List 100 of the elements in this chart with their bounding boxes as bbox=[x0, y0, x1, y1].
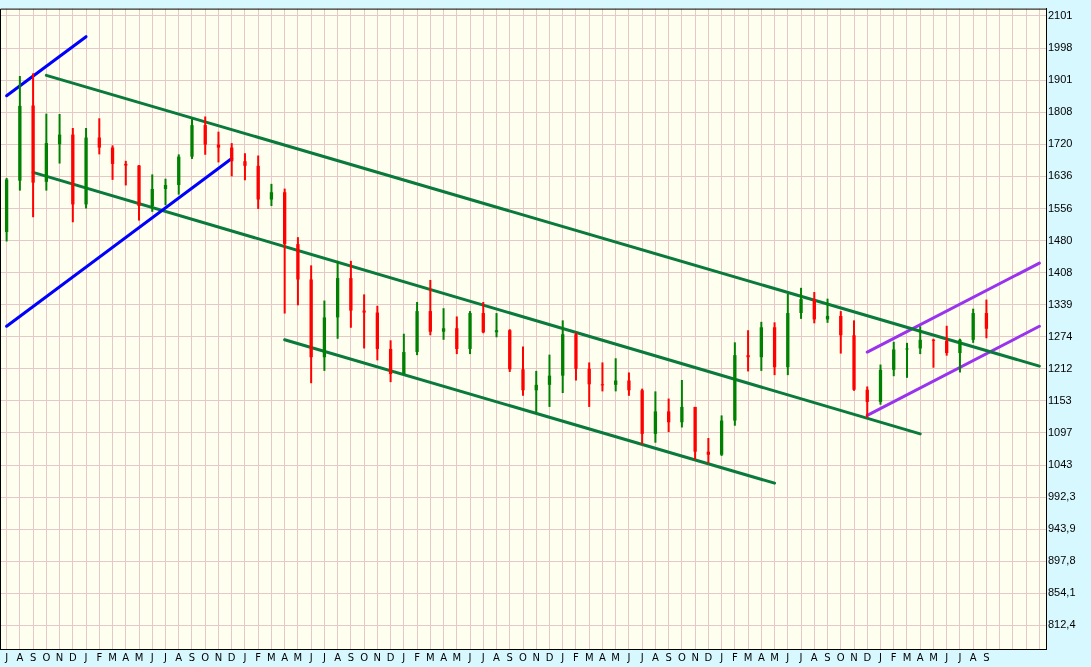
y-tick-label: 1212 bbox=[1048, 361, 1073, 374]
x-tick-label: O bbox=[360, 651, 369, 663]
candlestick bbox=[746, 329, 750, 373]
candlestick bbox=[905, 341, 909, 379]
x-tick-label: J bbox=[878, 651, 882, 663]
y-tick-label: 1480 bbox=[1048, 233, 1073, 246]
candlestick bbox=[547, 353, 552, 408]
candlestick bbox=[455, 315, 459, 356]
y-tick-label: 943,9 bbox=[1048, 522, 1076, 535]
x-tick-label: S bbox=[824, 651, 831, 663]
x-tick-label: N bbox=[532, 651, 540, 663]
x-tick-label: F bbox=[414, 651, 421, 663]
candlestick bbox=[441, 307, 446, 341]
x-tick-label: A bbox=[175, 651, 183, 663]
y-tick-label: 1153 bbox=[1048, 393, 1072, 406]
x-tick-label: J bbox=[719, 651, 724, 663]
y-tick-label: 1097 bbox=[1048, 425, 1073, 438]
candlestick bbox=[958, 337, 962, 374]
candlestick bbox=[97, 117, 101, 156]
x-tick-label: J bbox=[242, 651, 247, 663]
candlestick bbox=[706, 436, 711, 465]
x-tick-label: S bbox=[983, 651, 990, 663]
x-tick-label: N bbox=[373, 651, 382, 663]
candlestick bbox=[931, 337, 936, 369]
x-tick-label: D bbox=[227, 651, 236, 663]
x-tick-label: J bbox=[83, 651, 88, 663]
x-tick-label: J bbox=[308, 651, 313, 663]
x-tick-label: S bbox=[506, 651, 513, 663]
candlestick bbox=[362, 293, 366, 350]
x-tick-label: O bbox=[201, 651, 210, 663]
x-tick-label: J bbox=[560, 651, 565, 663]
x-tick-label: A bbox=[281, 651, 289, 663]
candlestick bbox=[799, 286, 803, 320]
x-tick-label: J bbox=[401, 651, 406, 663]
y-tick-label: 897,8 bbox=[1048, 554, 1076, 567]
y-tick-label: 1556 bbox=[1048, 201, 1073, 214]
y-tick-label: 854,1 bbox=[1048, 586, 1076, 599]
x-tick-label: M bbox=[770, 651, 779, 663]
candlestick bbox=[521, 345, 525, 397]
x-tick-label: A bbox=[16, 651, 24, 663]
x-tick-label: D bbox=[863, 651, 872, 663]
x-tick-label: F bbox=[731, 651, 738, 663]
y-tick-label: 992,3 bbox=[1048, 490, 1076, 503]
x-tick-label: M bbox=[426, 651, 435, 663]
x-tick-label: J bbox=[785, 651, 790, 663]
x-tick-label: M bbox=[929, 651, 938, 663]
x-tick-label: S bbox=[188, 651, 196, 663]
x-tick-label: A bbox=[493, 651, 501, 663]
x-tick-label: J bbox=[639, 651, 644, 663]
x-tick-label: F bbox=[96, 651, 103, 663]
x-tick-label: N bbox=[55, 651, 64, 663]
candlestick bbox=[243, 152, 247, 182]
y-tick-label: 1043 bbox=[1048, 458, 1073, 471]
x-tick-label: M bbox=[108, 651, 117, 663]
x-tick-label: M bbox=[902, 651, 912, 663]
y-tick-label: 812,4 bbox=[1048, 618, 1076, 631]
x-tick-label: N bbox=[214, 651, 223, 663]
x-tick-label: D bbox=[545, 651, 554, 663]
x-tick-label: S bbox=[29, 651, 37, 663]
candlestick bbox=[203, 115, 207, 156]
x-tick-label: J bbox=[957, 651, 962, 663]
x-tick-label: D bbox=[704, 651, 713, 663]
candlestick bbox=[627, 371, 631, 397]
x-tick-label: O bbox=[519, 651, 528, 663]
x-tick-label: A bbox=[651, 651, 659, 663]
x-tick-label: N bbox=[850, 651, 858, 663]
x-tick-label: D bbox=[68, 651, 77, 663]
candlestick bbox=[402, 332, 406, 376]
x-tick-label: O bbox=[42, 651, 51, 663]
x-tick-label: A bbox=[599, 651, 607, 663]
x-tick-label: M bbox=[267, 651, 276, 663]
x-tick-label: D bbox=[386, 651, 395, 663]
x-tick-label: O bbox=[677, 651, 686, 663]
candlestick bbox=[600, 361, 605, 393]
x-tick-label: F bbox=[890, 651, 897, 663]
x-tick-label: J bbox=[163, 651, 167, 663]
x-tick-label: M bbox=[584, 651, 594, 663]
candlestick bbox=[666, 397, 671, 434]
x-tick-label: A bbox=[969, 651, 977, 663]
candlestick bbox=[653, 390, 658, 444]
x-tick-label: S bbox=[665, 651, 672, 663]
x-tick-label: M bbox=[293, 651, 303, 663]
y-tick-label: 1720 bbox=[1048, 137, 1073, 150]
candlestick bbox=[865, 385, 869, 419]
x-tick-label: F bbox=[573, 651, 580, 663]
x-tick-label: J bbox=[321, 651, 326, 663]
candlestick bbox=[984, 298, 989, 340]
y-tick-label: 2101 bbox=[1048, 8, 1073, 21]
x-tick-label: J bbox=[944, 651, 949, 663]
x-tick-label: A bbox=[916, 651, 924, 663]
candlestick bbox=[163, 177, 168, 207]
x-tick-label: J bbox=[149, 651, 154, 663]
candlestick bbox=[428, 278, 432, 337]
candlestick bbox=[216, 130, 221, 164]
x-tick-label: A bbox=[440, 651, 448, 663]
y-tick-label: 1998 bbox=[1048, 41, 1073, 54]
x-tick-label: F bbox=[255, 651, 262, 663]
x-tick-label: O bbox=[836, 651, 845, 663]
x-tick-label: M bbox=[452, 651, 462, 663]
x-tick-label: S bbox=[347, 651, 355, 663]
